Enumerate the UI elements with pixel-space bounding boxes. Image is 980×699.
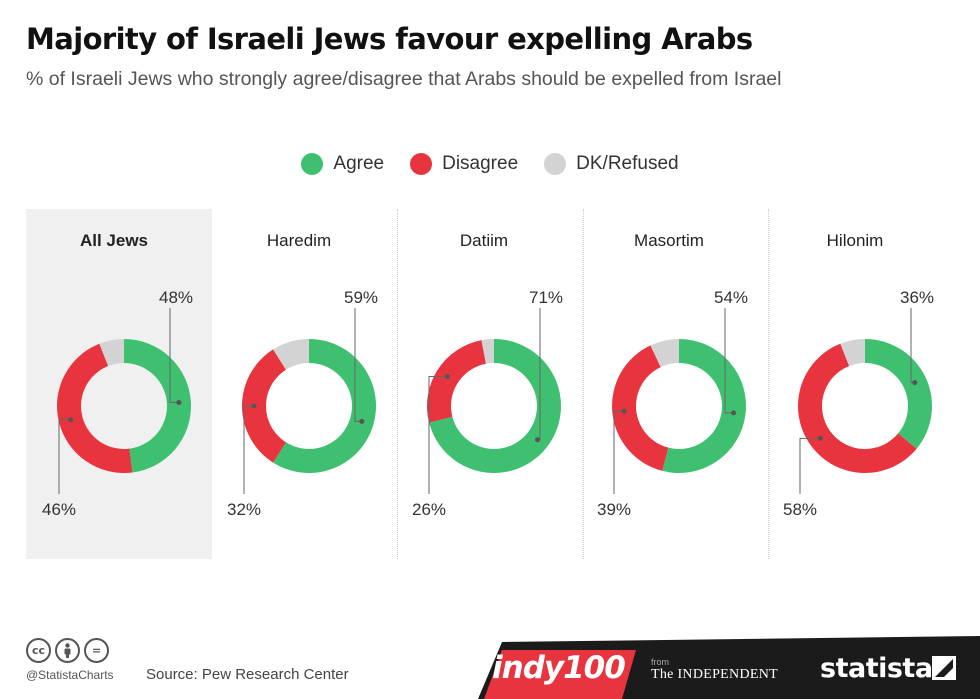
agree-value-label: 71%: [529, 288, 563, 307]
leader-line-disagree: [58, 419, 71, 494]
leader-line-disagree: [799, 437, 821, 494]
donut-slice-dk-refused: [273, 339, 309, 370]
donut-slice-disagree: [427, 340, 486, 423]
from-label: from: [651, 657, 669, 667]
group-title: Haredim: [267, 231, 331, 250]
leader-dot-agree: [912, 380, 918, 386]
disagree-value-label: 39%: [597, 500, 631, 519]
source-note: Source: Pew Research Center: [146, 666, 349, 683]
leader-dot-disagree: [251, 403, 257, 409]
footer-brand-strip: [478, 636, 980, 699]
agree-value-label: 36%: [900, 288, 934, 307]
creative-commons-icon: cc: [26, 638, 51, 663]
legend-label-dk-refused: DK/Refused: [576, 153, 679, 174]
statista-logo[interactable]: statista: [820, 653, 933, 684]
donut-slice-disagree: [241, 349, 286, 463]
leader-line-agree: [169, 308, 179, 404]
panel-divider: [583, 209, 584, 559]
independent-logo[interactable]: The INDEPENDENT: [651, 667, 778, 682]
donut-slice-agree: [124, 339, 191, 473]
leader-line-disagree: [428, 376, 448, 494]
chart-title: Majority of Israeli Jews favour expellin…: [26, 22, 753, 56]
indy100-logo[interactable]: indy100: [492, 650, 626, 686]
legend-item-agree: Agree: [301, 153, 384, 175]
panel-divider: [397, 209, 398, 559]
donut-slice-disagree: [612, 345, 669, 471]
leader-line-disagree: [613, 410, 625, 494]
disagree-value-label: 58%: [783, 500, 817, 519]
donut-slice-disagree: [57, 343, 133, 473]
agree-value-label: 48%: [159, 288, 193, 307]
statista-handle: @StatistaCharts: [26, 668, 114, 682]
group-title: Datiim: [460, 231, 508, 250]
leader-dot-disagree: [68, 417, 74, 423]
donut-slice-dk-refused: [840, 339, 865, 367]
disagree-value-label: 26%: [412, 500, 446, 519]
legend-label-agree: Agree: [333, 153, 385, 174]
leader-line-agree: [724, 308, 734, 414]
donut-slice-disagree: [797, 343, 917, 474]
attribution-icon: [55, 638, 80, 663]
leader-dot-disagree: [445, 374, 451, 380]
statista-mark-icon: [932, 656, 956, 680]
leader-dot-agree: [534, 437, 540, 443]
leader-dot-agree: [176, 400, 182, 406]
disagree-value-label: 32%: [227, 500, 261, 519]
license-icons: cc =: [26, 638, 109, 663]
leader-dot-agree: [359, 418, 365, 424]
panel-divider: [768, 209, 769, 559]
legend-swatch-agree: [301, 153, 324, 175]
donut-slice-dk-refused: [481, 339, 494, 364]
no-derivatives-icon: =: [84, 638, 109, 663]
leader-dot-agree: [731, 410, 737, 416]
legend-swatch-dk-refused: [544, 153, 567, 175]
leader-dot-disagree: [621, 408, 627, 414]
agree-value-label: 54%: [714, 288, 748, 307]
legend-item-disagree: Disagree: [410, 153, 518, 175]
donut-slice-dk-refused: [650, 339, 679, 368]
leader-dot-disagree: [818, 435, 824, 441]
donut-slice-agree: [429, 339, 561, 474]
group-title: Masortim: [634, 231, 704, 250]
chart-subtitle: % of Israeli Jews who strongly agree/dis…: [26, 68, 782, 90]
donut-slice-agree: [865, 339, 932, 449]
donut-slice-agree: [273, 339, 377, 474]
legend-swatch-disagree: [410, 153, 433, 175]
group-title: Hilonim: [827, 231, 884, 250]
legend-label-disagree: Disagree: [442, 153, 519, 174]
leader-line-disagree: [243, 405, 254, 494]
legend-item-dk-refused: DK/Refused: [544, 153, 679, 175]
group-title: All Jews: [80, 231, 148, 250]
agree-value-label: 59%: [344, 288, 378, 307]
legend: Agree Disagree DK/Refused: [0, 153, 980, 175]
donut-slice-dk-refused: [99, 339, 124, 367]
disagree-value-label: 46%: [42, 500, 76, 519]
